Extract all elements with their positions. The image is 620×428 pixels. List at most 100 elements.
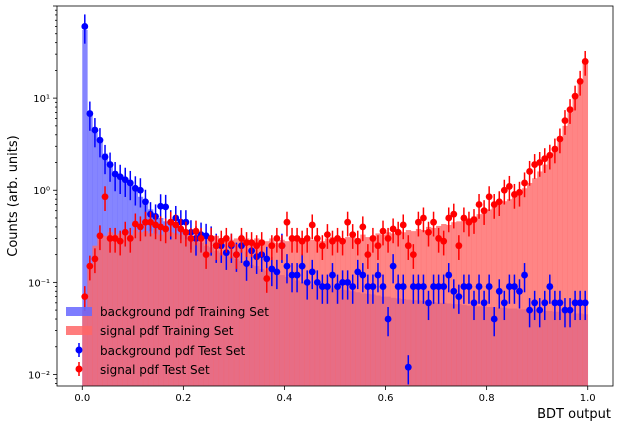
signal-test-point: [293, 235, 301, 242]
background-test-point: [354, 268, 362, 276]
x-tick-label: 0.0: [74, 393, 90, 404]
signal-test-point: [420, 214, 427, 222]
signal-test-point: [460, 214, 468, 222]
background-test-point: [521, 271, 528, 279]
signal-test-point: [147, 218, 154, 226]
signal-train-bar: [537, 171, 543, 386]
signal-test-point: [566, 106, 574, 114]
signal-train-bar: [82, 310, 88, 386]
signal-test-point: [374, 242, 382, 250]
signal-test-point: [202, 251, 210, 259]
signal-train-bar: [213, 235, 220, 386]
signal-train-bar: [203, 234, 209, 386]
signal-train-bar: [269, 238, 275, 386]
signal-test-point: [495, 198, 503, 206]
signal-train-bar: [158, 234, 164, 386]
signal-train-bar: [97, 238, 103, 386]
signal-test-point: [182, 228, 190, 236]
signal-test-point: [329, 237, 336, 245]
signal-train-bar: [375, 233, 381, 386]
signal-test-point: [212, 242, 220, 250]
signal-train-bar: [441, 224, 447, 386]
signal-test-point: [273, 235, 281, 242]
signal-test-point: [354, 237, 362, 245]
background-test-point: [440, 283, 448, 290]
background-test-point: [445, 271, 453, 279]
y-tick-label: 10¹: [33, 94, 50, 105]
signal-test-point: [485, 193, 493, 201]
background-test-point: [288, 271, 296, 279]
background-test-point: [344, 278, 352, 286]
signal-test-point: [526, 168, 533, 175]
signal-train-bar: [542, 164, 548, 386]
signal-test-point: [581, 58, 589, 65]
signal-train-bar: [299, 241, 305, 386]
signal-train-bar: [107, 232, 113, 386]
signal-train-bar: [324, 238, 331, 386]
background-test-point: [460, 283, 468, 290]
background-test-point: [96, 136, 104, 144]
signal-train-bar: [380, 234, 386, 386]
signal-train-bar: [355, 238, 361, 386]
signal-train-bar: [304, 238, 311, 386]
signal-train-bar: [122, 231, 129, 386]
signal-test-point: [324, 231, 331, 239]
signal-test-point: [561, 117, 569, 125]
background-test-point: [101, 153, 109, 161]
legend-swatch-signal-train: [66, 326, 92, 335]
background-test-point: [526, 306, 533, 314]
background-test-point: [126, 179, 134, 187]
signal-train-bar: [370, 235, 376, 386]
signal-test-point: [516, 188, 523, 196]
signal-test-point: [238, 235, 245, 242]
signal-train-bar: [547, 156, 553, 386]
background-test-point: [470, 299, 478, 307]
background-test-point: [475, 283, 483, 290]
background-train-bar: [87, 112, 93, 386]
signal-test-point: [131, 220, 139, 228]
signal-test-point: [227, 240, 235, 248]
background-test-point: [379, 283, 387, 290]
signal-train-bar: [405, 230, 412, 386]
signal-test-point: [409, 251, 417, 259]
signal-train-bar: [259, 239, 265, 386]
signal-train-bar: [400, 232, 407, 386]
signal-train-bar: [274, 242, 280, 386]
background-test-point: [399, 283, 407, 290]
signal-train-bar: [137, 232, 144, 386]
background-test-point: [116, 173, 124, 181]
y-tick-label: 10⁻²: [28, 370, 50, 381]
signal-test-point: [379, 227, 387, 235]
signal-train-bar: [147, 233, 154, 386]
signal-test-point: [475, 201, 483, 208]
background-test-point: [111, 170, 119, 178]
background-test-point: [576, 299, 584, 307]
legend-swatch-background-train: [66, 307, 92, 316]
signal-test-point: [263, 275, 271, 282]
signal-train-bar: [395, 231, 401, 386]
background-test-point: [81, 23, 89, 30]
background-test-point: [137, 186, 144, 194]
signal-test-point: [551, 145, 559, 153]
signal-train-bar: [223, 237, 230, 386]
signal-train-bar: [345, 237, 351, 386]
signal-train-bar: [218, 238, 225, 386]
signal-test-point: [288, 235, 296, 242]
signal-test-point: [359, 223, 367, 231]
x-tick-label: 1.0: [580, 393, 596, 404]
signal-train-bar: [264, 241, 270, 386]
signal-test-point: [86, 262, 94, 270]
background-test-point: [359, 271, 367, 279]
signal-test-point: [571, 92, 579, 100]
background-test-point: [485, 283, 493, 290]
signal-train-bar: [431, 227, 437, 386]
background-test-point: [329, 271, 336, 279]
signal-train-bar: [132, 230, 139, 386]
signal-test-point: [450, 210, 458, 218]
signal-test-point: [500, 186, 508, 194]
background-test-point: [490, 315, 498, 323]
signal-test-point: [187, 235, 195, 242]
signal-train-bar: [350, 235, 356, 386]
background-test-point: [465, 283, 473, 290]
signal-test-point: [121, 228, 129, 236]
